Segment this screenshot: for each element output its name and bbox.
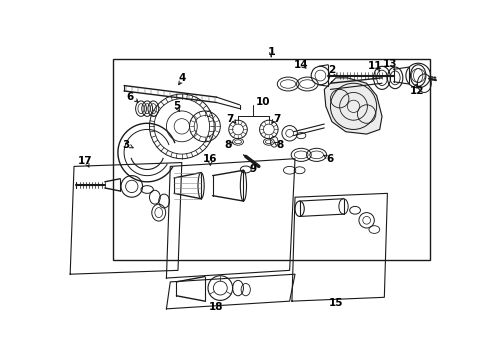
Polygon shape [324,78,382,134]
Text: 3: 3 [123,140,130,150]
Text: 11: 11 [368,61,382,71]
Text: 16: 16 [203,154,218,164]
Text: 13: 13 [383,59,398,69]
Bar [113,59,430,260]
Text: 2: 2 [328,65,336,75]
Text: 18: 18 [209,302,224,311]
Text: 7: 7 [227,114,234,123]
Text: 8: 8 [276,140,283,150]
Text: 9: 9 [250,165,257,175]
Text: 6: 6 [327,154,334,164]
Text: 15: 15 [329,298,343,309]
Text: 5: 5 [173,101,180,111]
Text: 10: 10 [255,97,270,107]
Text: 1: 1 [267,48,275,58]
Text: 17: 17 [78,156,93,166]
Text: 12: 12 [410,86,424,96]
Text: 4: 4 [178,73,186,83]
Text: 8: 8 [224,140,232,150]
Text: 7: 7 [273,114,280,123]
Text: 14: 14 [294,60,309,70]
Text: 6: 6 [126,92,134,102]
